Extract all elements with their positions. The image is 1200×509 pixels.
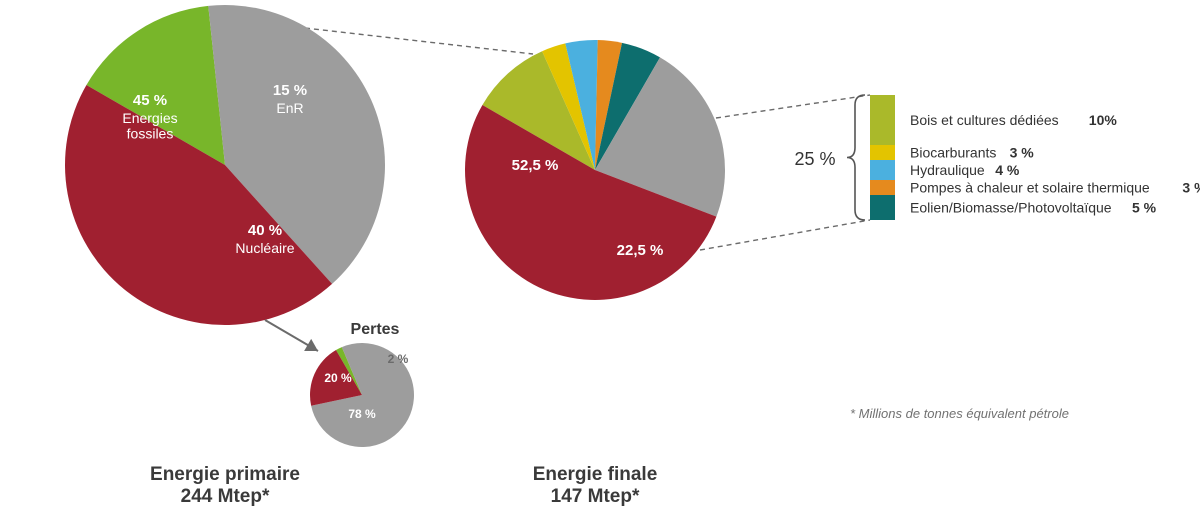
breakout-seg-3 — [870, 180, 895, 195]
finale-slice-pct-5: 22,5 % — [617, 242, 664, 259]
primary-title-2: 244 Mtep* — [181, 486, 270, 507]
breakout-seg-4 — [870, 195, 895, 220]
breakout-label: 25 % — [794, 149, 835, 169]
primary-title-1: Energie primaire — [150, 464, 300, 485]
primary-slice-name-0: EnR — [276, 100, 303, 116]
primary-slice-pct-1: 40 % — [248, 222, 282, 239]
breakout-seg-0 — [870, 95, 895, 145]
legend-pct-4: 5 % — [1132, 200, 1157, 216]
primary-slice-pct-0: 15 % — [273, 82, 307, 99]
pertes-title: Pertes — [351, 321, 400, 338]
legend-pct-1: 3 % — [1010, 145, 1035, 161]
breakout-seg-2 — [870, 160, 895, 180]
legend-row-2: Hydraulique 4 % — [910, 162, 1020, 178]
legend-name-4: Eolien/Biomasse/Photovoltaïque — [910, 200, 1112, 216]
primary-pie — [65, 5, 385, 325]
legend-name-1: Biocarburants — [910, 145, 996, 161]
primary-slice-name-2: Energiesfossiles — [122, 110, 177, 141]
finale-title-1: Energie finale — [533, 464, 658, 485]
breakout-bar — [870, 95, 895, 220]
legend-pct-2: 4 % — [995, 162, 1020, 178]
legend-name-2: Hydraulique — [910, 162, 985, 178]
legend-name-3: Pompes à chaleur et solaire thermique — [910, 180, 1150, 196]
pertes-slice-pct-2: 20 % — [324, 371, 352, 385]
legend-pct-0: 10% — [1089, 112, 1118, 128]
legend-pct-3: 3 % — [1182, 180, 1200, 196]
pertes-slice-pct-0: 2 % — [388, 352, 409, 366]
primary-slice-name-1: Nucléaire — [235, 240, 294, 256]
primary-slice-pct-2: 45 % — [133, 92, 167, 109]
legend-row-1: Biocarburants 3 % — [910, 145, 1034, 161]
energy-infographic: 15 %EnR 40 %Nucléaire 45 %Energiesfossiles… — [0, 0, 1200, 509]
pertes-slice-pct-1: 78 % — [348, 407, 376, 421]
finale-title-2: 147 Mtep* — [551, 486, 640, 507]
legend-name-0: Bois et cultures dédiées — [910, 112, 1059, 128]
finale-pie — [465, 40, 725, 300]
finale-slice-pct-6: 52,5 % — [512, 157, 559, 174]
breakout-seg-1 — [870, 145, 895, 160]
footnote: * Millions de tonnes équivalent pétrole — [850, 406, 1069, 421]
